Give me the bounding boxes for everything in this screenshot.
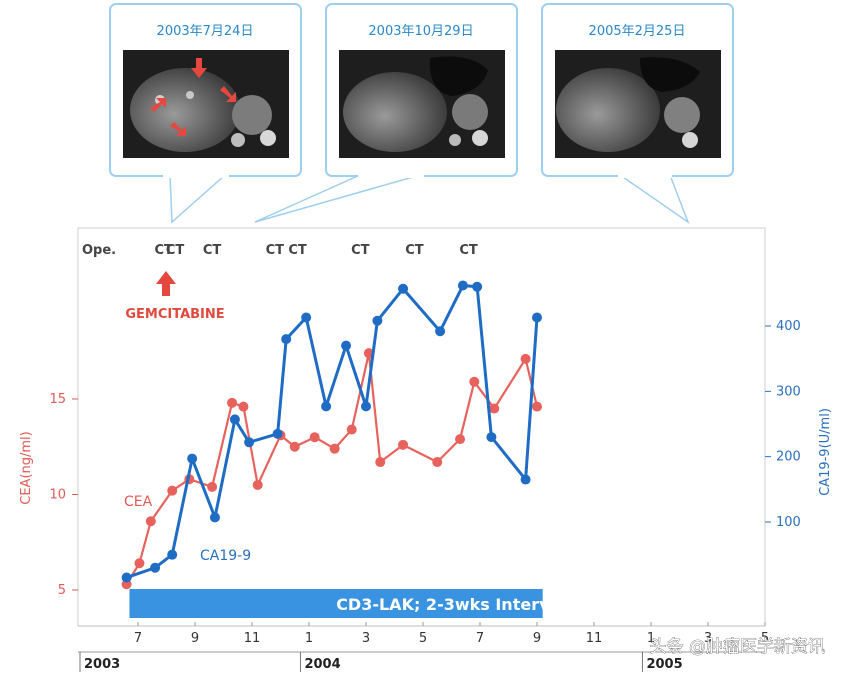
cea-point [289, 441, 300, 452]
month-tick-label: 5 [419, 631, 427, 646]
cea-point [489, 403, 500, 414]
right-tick-label: 400 [776, 319, 801, 334]
ct-scan-image-3 [555, 50, 721, 158]
ca199-point [281, 334, 292, 345]
right-tick-label: 300 [776, 384, 801, 399]
ope-label: Ope. [82, 243, 116, 258]
ca199-point [121, 572, 132, 583]
left-tick-label: 10 [49, 488, 66, 503]
cea-point [520, 353, 531, 364]
callout-box-3: 2005年2月25日 [541, 3, 734, 178]
ca199-point [435, 326, 446, 337]
callout-date-1: 2003年7月24日 [157, 24, 254, 39]
watermark-text: 头条 @肿瘤医学新资讯 [650, 637, 825, 657]
plot-frame [77, 227, 766, 627]
ct-mark-label: CT [154, 243, 173, 258]
ca199-point [341, 340, 352, 351]
ca199-series-label: CA19-9 [200, 548, 251, 564]
cea-point [455, 434, 466, 445]
ct-scan-image-1 [123, 50, 289, 158]
ca199-point [398, 283, 409, 294]
month-tick-label: 5 [761, 631, 769, 646]
month-tick-label: 3 [362, 631, 370, 646]
ct-mark-label: CT [203, 243, 222, 258]
ca199-point [321, 401, 332, 412]
cea-point [398, 439, 409, 450]
series-ca199 [121, 280, 542, 583]
cea-series-label: CEA [124, 494, 153, 510]
callout-box-1: 2003年7月24日 [109, 3, 302, 178]
callout-date-3: 2005年2月25日 [589, 24, 686, 39]
gemcitabine-marker: GEMCITABINE [125, 271, 225, 322]
cea-point [329, 443, 340, 454]
month-tick-label: 7 [476, 631, 484, 646]
cea-point [134, 558, 145, 569]
ca199-point [187, 453, 198, 464]
ca199-point [229, 414, 240, 425]
cea-point [346, 424, 357, 435]
cea-point [532, 401, 542, 412]
ct-mark-label: CT [288, 243, 307, 258]
callout-date-2: 2003年10月29日 [368, 24, 473, 39]
ca199-point [372, 315, 383, 326]
cea-point [469, 376, 480, 387]
month-tick-label: 9 [191, 631, 199, 646]
lesion-arrow-icons [150, 58, 236, 136]
ca199-point [361, 401, 371, 412]
cea-point [167, 485, 178, 496]
ct-mark-label: CT [459, 243, 478, 258]
up-arrow-icon [156, 271, 176, 296]
ct-mark-label: CT [266, 243, 285, 258]
ca199-point [457, 280, 468, 291]
cea-point [309, 432, 320, 443]
cea-point [432, 457, 443, 468]
ct-mark-label: CT [405, 243, 424, 258]
gemcitabine-label: GEMCITABINE [125, 307, 224, 322]
ca199-point [244, 437, 255, 448]
cea-point [238, 401, 249, 412]
year-tick-label: 2003 [84, 657, 120, 672]
right-axis-title: CA19-9(U/ml) [818, 408, 833, 496]
cea-point [145, 516, 156, 527]
right-tick-label: 100 [776, 515, 801, 530]
cea-point [207, 481, 218, 492]
ct-mark-label: CT [166, 243, 185, 258]
cea-point [252, 479, 263, 490]
right-axis: 100 200 300 400 [765, 319, 801, 530]
month-tick-label: 7 [134, 631, 142, 646]
ca199-point [486, 432, 497, 443]
left-axis-title: CEA(ng/ml) [19, 431, 34, 504]
ca199-point [167, 549, 178, 560]
treatment-band-label: CD3-LAK; 2-3wks Interval [336, 595, 566, 614]
left-tick-label: 5 [58, 583, 66, 598]
month-tick-label: 11 [244, 631, 261, 646]
cea-point [375, 457, 386, 468]
month-tick-label: 1 [647, 631, 655, 646]
ca199-point [472, 281, 483, 292]
ca199-point [272, 428, 283, 439]
callout-tails [169, 174, 690, 224]
callout-box-2: 2003年10月29日 [325, 3, 518, 178]
right-tick-label: 200 [776, 450, 801, 465]
ca199-point [209, 512, 220, 523]
cea-point [227, 397, 238, 408]
left-axis: 5 10 15 [49, 392, 78, 598]
month-tick-label: 1 [305, 631, 313, 646]
treatment-band: CD3-LAK; 2-3wks Interval [129, 589, 566, 618]
ct-scan-image-2 [339, 50, 505, 158]
ca199-point [301, 312, 312, 323]
year-tick-label: 2005 [646, 657, 682, 672]
ca199-point [150, 562, 161, 573]
month-tick-label: 3 [704, 631, 712, 646]
ct-mark-label: CT [351, 243, 370, 258]
year-tick-label: 2004 [304, 657, 340, 672]
month-tick-label: 9 [533, 631, 541, 646]
month-tick-label: 11 [586, 631, 603, 646]
ca199-point [532, 312, 542, 323]
ca199-point [520, 474, 531, 485]
left-tick-label: 15 [49, 392, 66, 407]
